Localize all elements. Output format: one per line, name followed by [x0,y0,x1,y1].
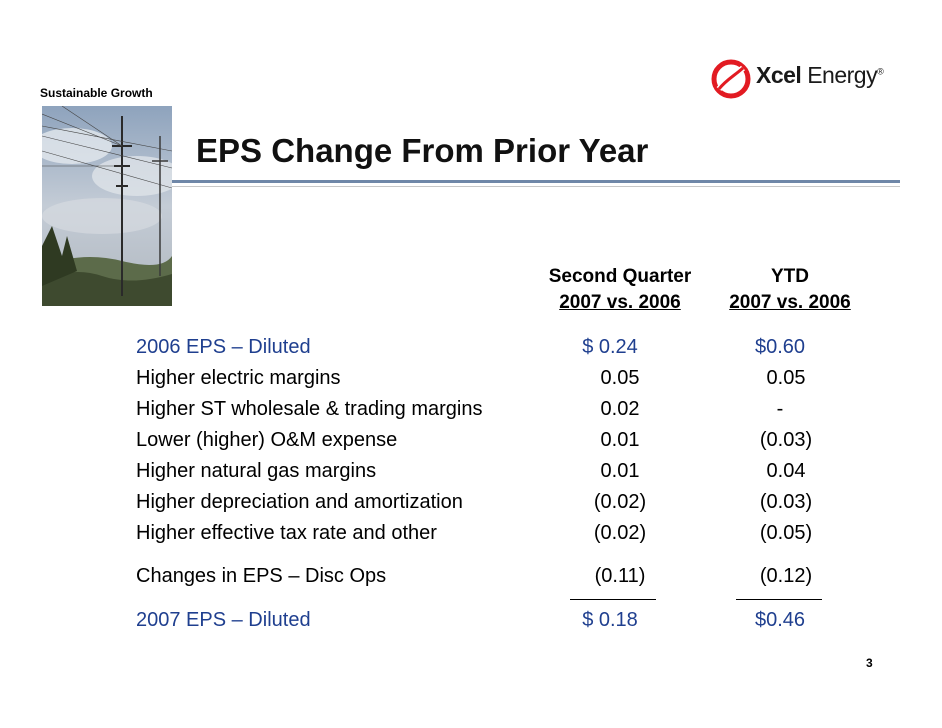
q2-value-natural-gas: 0.01 [600,460,640,482]
row-label-2006-eps: 2006 EPS – Diluted [136,336,311,358]
column-header-line2: 2007 vs. 2006 [729,292,851,313]
title-rule [172,180,900,183]
logo-text: Xcel Energy® [756,62,884,89]
power-lines-image [42,106,172,306]
ytd-total-rule [736,599,822,600]
page-number: 3 [866,656,873,670]
xcel-swoosh-icon [711,59,751,99]
row-label-om-expense: Lower (higher) O&M expense [136,429,398,451]
ytd-value-disc-ops: (0.12) [759,565,813,587]
title-rule-secondary [172,186,900,187]
ytd-value-st-wholesale: - [776,398,784,420]
row-label-depreciation: Higher depreciation and amortization [136,491,463,513]
q2-value-depreciation: (0.02) [593,491,647,513]
column-header-line1: Second Quarter [548,266,692,287]
ytd-value-depreciation: (0.03) [759,491,813,513]
q2-value-electric-margins: 0.05 [600,367,640,389]
ytd-value-2007-eps: $0.46 [754,609,806,631]
q2-value-2007-eps: $ 0.18 [582,609,638,631]
ytd-value-tax-rate: (0.05) [759,522,813,544]
column-header-line2: 2007 vs. 2006 [559,292,681,313]
logo-text-bold: Xcel [756,62,802,88]
q2-value-om-expense: 0.01 [600,429,640,451]
row-label-electric-margins: Higher electric margins [136,367,341,389]
row-label-st-wholesale: Higher ST wholesale & trading margins [136,398,483,420]
xcel-energy-logo: Xcel Energy® [710,58,900,100]
power-lines-photo [42,106,172,306]
q2-value-2006-eps: $ 0.24 [582,336,638,358]
ytd-value-natural-gas: 0.04 [766,460,806,482]
row-label-disc-ops: Changes in EPS – Disc Ops [136,565,387,587]
page-title: EPS Change From Prior Year [196,132,649,169]
section-label: Sustainable Growth [40,86,153,100]
ytd-value-2006-eps: $0.60 [754,336,806,358]
q2-value-st-wholesale: 0.02 [600,398,640,420]
ytd-value-electric-margins: 0.05 [766,367,806,389]
row-label-2007-eps: 2007 EPS – Diluted [136,609,311,631]
row-label-natural-gas: Higher natural gas margins [136,460,377,482]
column-header-line1: YTD [771,266,809,287]
q2-value-tax-rate: (0.02) [593,522,647,544]
logo-text-light: Energy [801,62,878,88]
registered-mark: ® [877,66,884,77]
column-header-ytd: YTD 2007 vs. 2006 [712,264,868,316]
row-label-tax-rate: Higher effective tax rate and other [136,522,437,544]
q2-total-rule [570,599,656,600]
q2-value-disc-ops: (0.11) [594,565,646,587]
column-header-second-quarter: Second Quarter 2007 vs. 2006 [530,264,710,316]
ytd-value-om-expense: (0.03) [759,429,813,451]
